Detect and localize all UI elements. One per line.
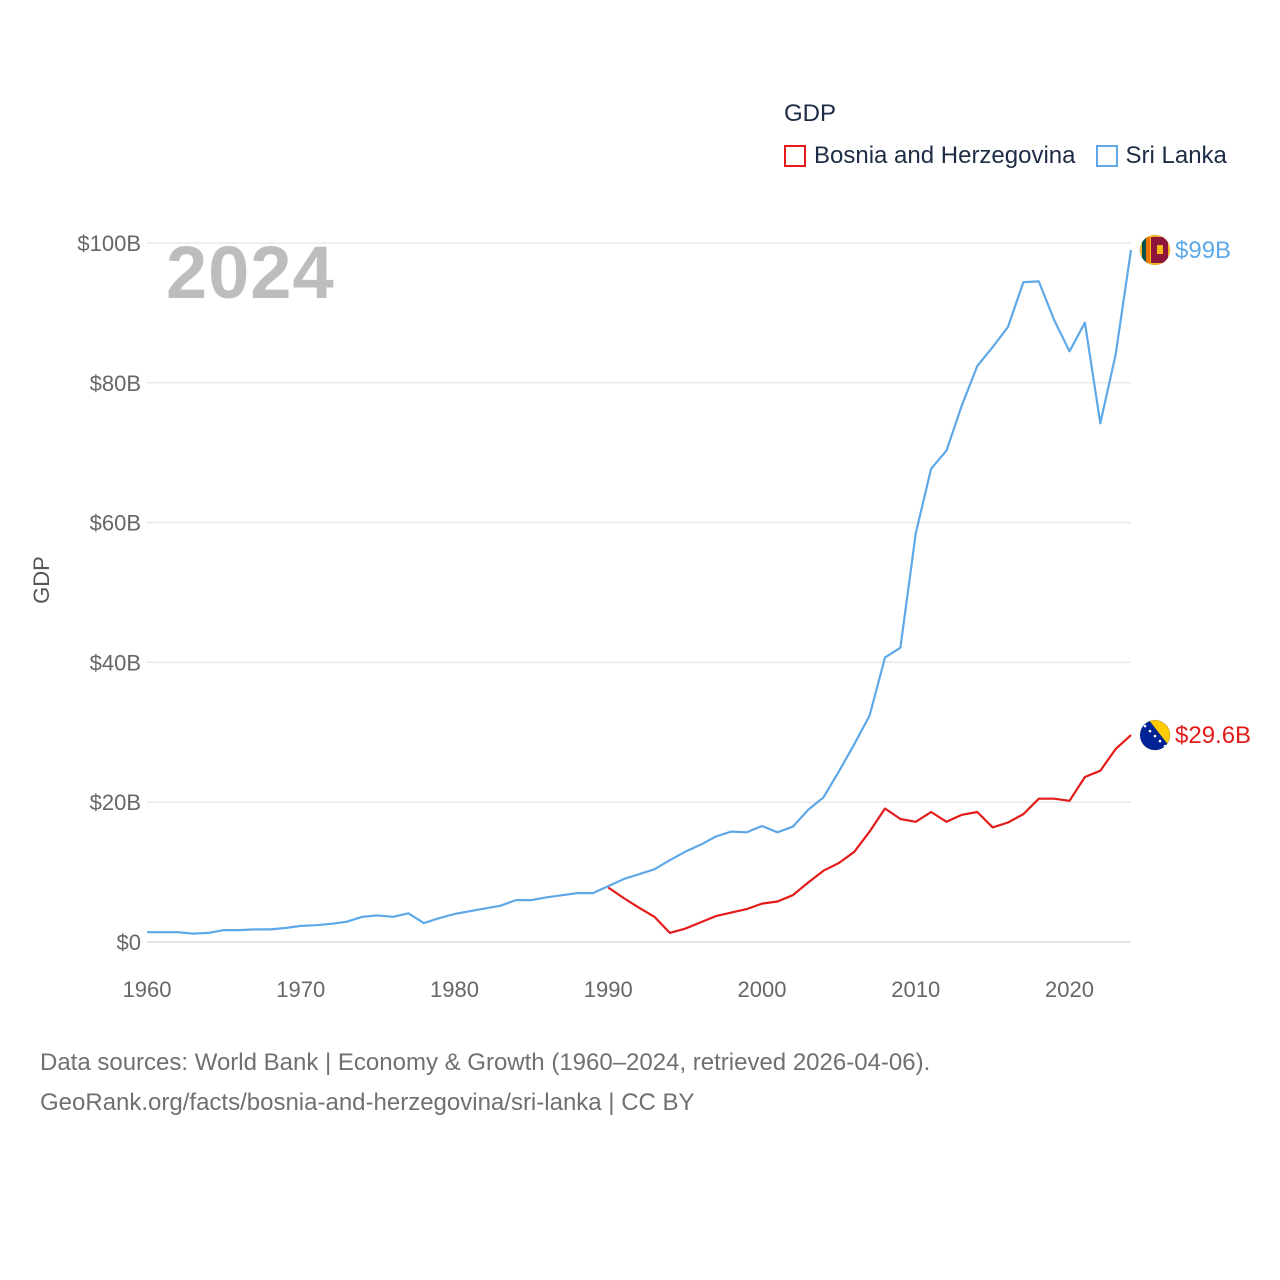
sri-lanka-flag-icon [1139, 234, 1171, 266]
series-end-label: $29.6B [1175, 722, 1251, 749]
legend-item-bosnia[interactable]: Bosnia and Herzegovina [784, 142, 1076, 170]
legend-item-sri-lanka[interactable]: Sri Lanka [1095, 142, 1227, 170]
bosnia-flag-icon [1139, 719, 1171, 751]
y-tick-label: $100B [77, 231, 141, 256]
legend-label-bosnia: Bosnia and Herzegovina [814, 142, 1076, 169]
legend-label-sri-lanka: Sri Lanka [1125, 142, 1227, 169]
y-axis: $0 $20B $40B $60B $80B $100B [77, 231, 141, 955]
x-tick-label: 1990 [584, 977, 633, 1002]
grid-lines [147, 242, 1131, 943]
legend-swatch-sri-lanka [1095, 145, 1118, 167]
x-axis: 1960 1970 1980 1990 2000 2010 2020 [123, 977, 1094, 1002]
year-label: 2024 [166, 231, 335, 314]
x-tick-label: 2010 [891, 977, 940, 1002]
y-tick-label: $80B [90, 371, 141, 396]
x-tick-label: 1960 [123, 977, 172, 1002]
series-line-bosnia-and-herzegovina [607, 734, 1132, 934]
y-tick-label: $0 [117, 930, 141, 955]
series-line-sri-lanka [147, 249, 1133, 935]
series-lines [147, 249, 1133, 935]
legend-swatch-bosnia [784, 145, 806, 167]
source-line-1: Data sources: World Bank | Economy & Gro… [40, 1049, 931, 1076]
series-end-labels: $99B $29.6B [1139, 234, 1251, 751]
source-note: Data sources: World Bank | Economy & Gro… [40, 1043, 930, 1123]
y-tick-label: $60B [90, 511, 141, 536]
y-tick-label: $20B [90, 790, 141, 815]
y-axis-label: GDP [29, 556, 54, 604]
y-tick-label: $40B [90, 650, 141, 675]
x-tick-label: 2020 [1045, 977, 1094, 1002]
x-tick-label: 1970 [276, 977, 325, 1002]
legend: Bosnia and Herzegovina Sri Lanka [784, 142, 1227, 170]
x-tick-label: 1980 [430, 977, 479, 1002]
source-line-2: GeoRank.org/facts/bosnia-and-herzegovina… [40, 1089, 695, 1116]
x-tick-label: 2000 [738, 977, 787, 1002]
series-end-label: $99B [1175, 237, 1231, 264]
legend-title: GDP [784, 100, 837, 127]
